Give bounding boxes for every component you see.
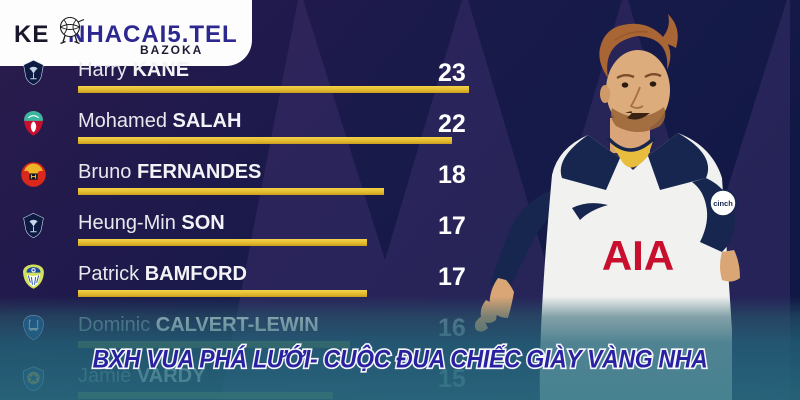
svg-text:AIA: AIA — [602, 232, 674, 279]
svg-text:cinch: cinch — [713, 199, 733, 208]
